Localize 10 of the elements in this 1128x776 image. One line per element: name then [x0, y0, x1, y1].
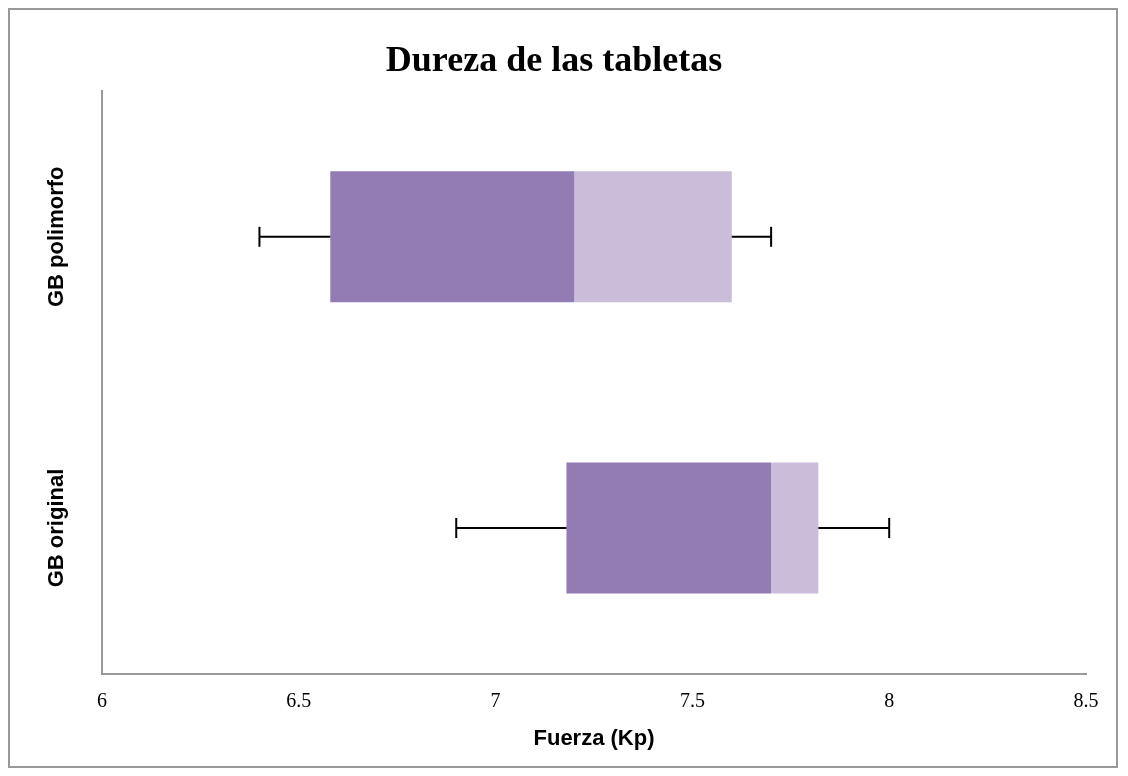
- y-tick-label: GB polimorfo: [43, 166, 69, 308]
- x-tick-label: 8: [884, 688, 895, 711]
- x-tick-label: 8.5: [1073, 688, 1099, 711]
- chart-title: Dureza de las tabletas: [385, 38, 723, 79]
- x-tick-label: 7: [490, 688, 501, 711]
- x-tick-label: 6.5: [286, 688, 312, 711]
- x-axis-title: Fuerza (Kp): [533, 724, 655, 750]
- y-tick-label: GB original: [43, 468, 69, 588]
- x-tick-label: 7.5: [679, 688, 705, 711]
- x-tick-label: 6: [97, 688, 107, 711]
